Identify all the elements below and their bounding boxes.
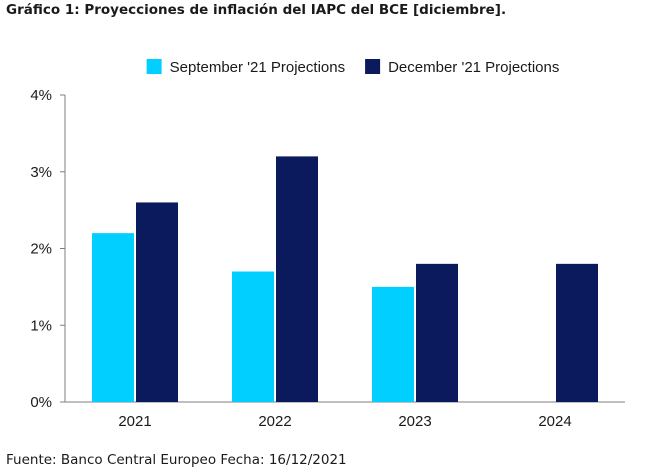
y-tick-label: 0% (30, 394, 52, 411)
bar-december-2021 (136, 202, 178, 402)
axes: 0% 1% 2% 3% 4% 2021 2022 2023 2024 (30, 87, 625, 430)
legend-swatch (146, 59, 162, 74)
legend: September '21 Projections December '21 Pr… (146, 59, 559, 76)
y-tick-label: 1% (30, 317, 52, 334)
legend-label: September '21 Projections (170, 59, 345, 76)
bar-december-2023 (416, 263, 458, 402)
source-note: Fuente: Banco Central Europeo Fecha: 16/… (6, 452, 347, 468)
legend-label: December '21 Projections (388, 59, 559, 76)
bar-september-2021 (92, 233, 134, 402)
bar-september-2022 (232, 271, 274, 402)
x-tick-label: 2023 (398, 413, 431, 430)
x-tick-label: 2024 (538, 413, 571, 430)
bars (92, 156, 598, 402)
chart-title: Gráfico 1: Proyecciones de inflación del… (6, 2, 507, 18)
y-tick-label: 4% (30, 87, 52, 104)
y-tick-label: 3% (30, 164, 52, 181)
x-tick-label: 2021 (118, 413, 151, 430)
bar-september-2023 (372, 286, 414, 402)
legend-swatch (365, 59, 381, 74)
bar-december-2024 (556, 263, 598, 402)
x-tick-label: 2022 (258, 413, 291, 430)
y-tick-label: 2% (30, 241, 52, 258)
bar-december-2022 (276, 156, 318, 402)
